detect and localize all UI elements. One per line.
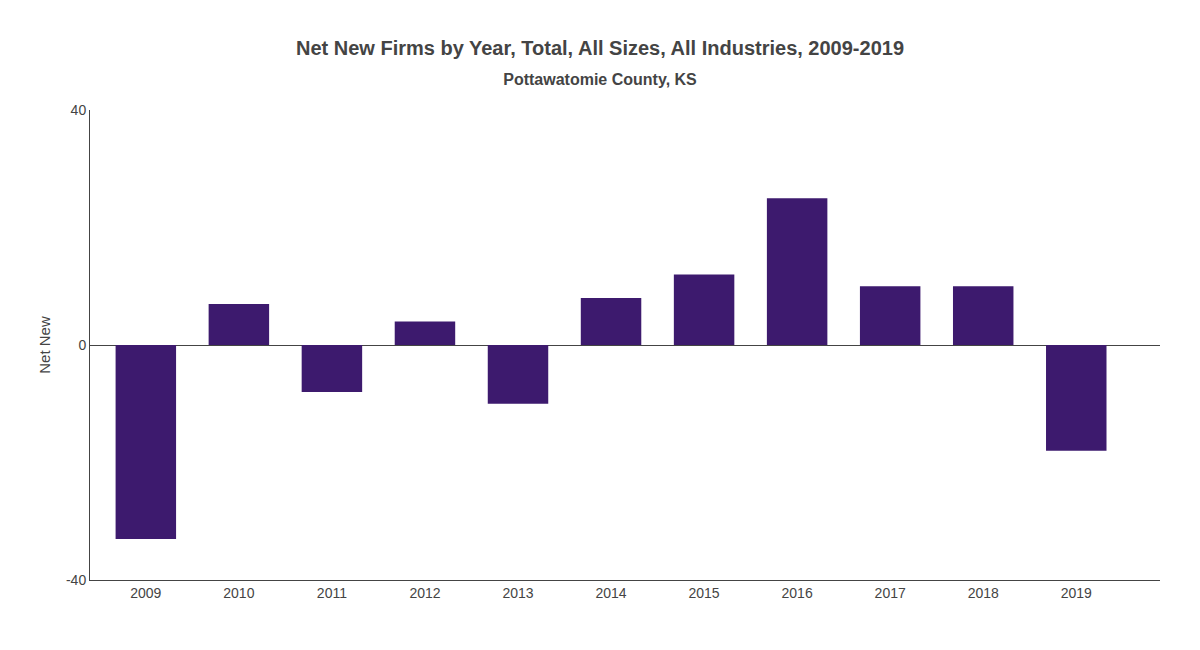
svg-text:2011: 2011 <box>317 585 347 601</box>
svg-text:0: 0 <box>78 337 86 353</box>
svg-text:2015: 2015 <box>689 585 720 601</box>
svg-text:2012: 2012 <box>409 585 440 601</box>
svg-text:2017: 2017 <box>875 585 906 601</box>
svg-text:2019: 2019 <box>1061 585 1092 601</box>
svg-text:40: 40 <box>71 102 87 118</box>
svg-text:2018: 2018 <box>968 585 999 601</box>
svg-text:Pottawatomie County, KS: Pottawatomie County, KS <box>503 71 697 88</box>
svg-text:2016: 2016 <box>782 585 813 601</box>
svg-text:-40: -40 <box>66 572 86 588</box>
svg-text:2013: 2013 <box>502 585 533 601</box>
svg-text:2014: 2014 <box>595 585 626 601</box>
svg-text:2010: 2010 <box>223 585 254 601</box>
svg-text:2009: 2009 <box>130 585 161 601</box>
svg-text:Net New: Net New <box>36 316 53 374</box>
svg-text:Net New Firms by Year, Total,: Net New Firms by Year, Total, All Sizes,… <box>296 37 904 59</box>
